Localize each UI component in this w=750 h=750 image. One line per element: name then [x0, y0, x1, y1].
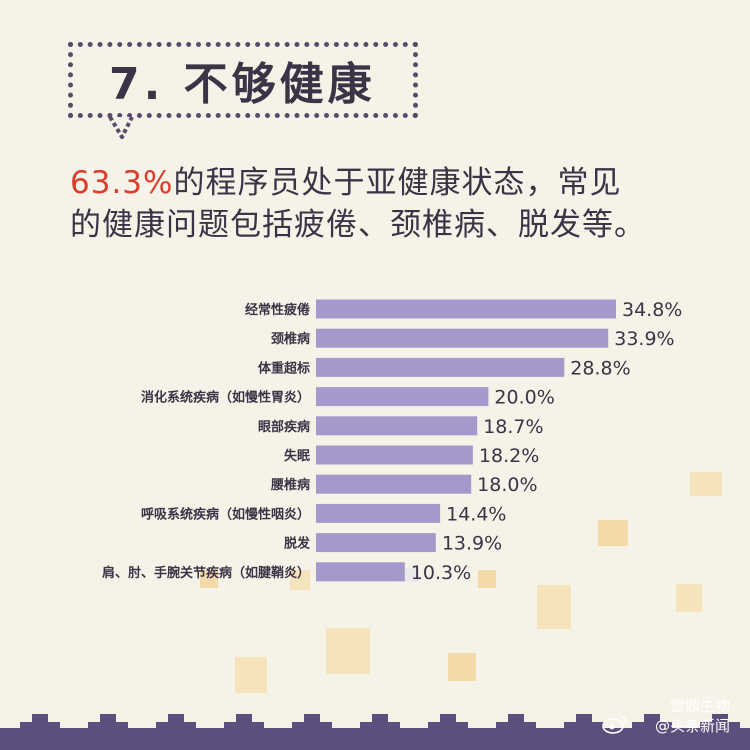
category-label: 呼吸系统疾病（如慢性咽炎） [141, 506, 310, 522]
footer-step [632, 722, 672, 730]
decor-square [478, 570, 496, 588]
value-label: 18.0% [477, 474, 537, 496]
bar [316, 474, 472, 494]
category-label: 眼部疾病 [258, 419, 310, 435]
footer-step [428, 722, 468, 730]
bar [316, 533, 436, 553]
category-label: 腰椎病 [270, 477, 310, 493]
section-title-box: 7. 不够健康 [68, 42, 418, 118]
decor-square [326, 628, 370, 674]
decor-square [690, 472, 722, 496]
value-label: 20.0% [494, 387, 554, 409]
health-issues-bar-chart: 经常性疲倦 34.8% 颈椎病 33.9% 体重超标 28.8% 消化系统疾病（如慢性胃炎）… [102, 299, 682, 584]
bar [316, 562, 405, 582]
category-label: 脱发 [284, 536, 311, 552]
footer-step [88, 722, 128, 730]
section-title-text: 不够健康 [183, 59, 376, 110]
bar [316, 387, 489, 407]
footer-pixel-border [0, 714, 750, 750]
value-label: 18.2% [479, 445, 539, 467]
section-number: 7. [109, 59, 165, 110]
footer-band [0, 728, 750, 750]
value-label: 14.4% [446, 503, 506, 525]
decor-square [448, 653, 476, 681]
decor-square [290, 570, 310, 590]
value-label: 34.8% [622, 299, 682, 321]
headline: 63.3%的程序员处于亚健康状态，常见 的健康问题包括疲倦、颈椎病、脱发等。 [70, 162, 710, 246]
footer-step [564, 722, 604, 730]
bar [316, 445, 473, 465]
value-label: 18.7% [483, 416, 543, 438]
footer-step [292, 722, 332, 730]
category-label: 消化系统疾病（如慢性胃炎） [141, 390, 310, 406]
footer-step [20, 722, 60, 730]
decor-square [598, 520, 628, 546]
category-label: 经常性疲倦 [245, 302, 310, 318]
bar [316, 299, 616, 319]
footer-step [496, 722, 536, 730]
decor-square [200, 570, 218, 588]
decor-square [537, 585, 571, 629]
footer-step [360, 722, 400, 730]
value-label: 10.3% [411, 562, 471, 584]
headline-highlight: 63.3% [70, 165, 174, 201]
footer-step [156, 722, 196, 730]
bar [316, 416, 478, 436]
headline-line-1: 63.3%的程序员处于亚健康状态，常见 [70, 162, 710, 204]
bar [316, 328, 609, 348]
value-label: 28.8% [570, 357, 630, 379]
category-label: 体重超标 [258, 360, 310, 376]
decor-square [676, 584, 702, 612]
bar [316, 503, 441, 523]
watermark-line-2: @头条新闻 [654, 717, 730, 735]
bar [316, 357, 565, 377]
watermark: 雪鼎生物 @头条新闻 [655, 696, 730, 736]
headline-line-1-rest: 的程序员处于亚健康状态，常见 [173, 165, 622, 201]
watermark-line-1: 雪鼎生物 [669, 697, 730, 715]
section-title: 7. 不够健康 [109, 48, 376, 112]
category-label: 颈椎病 [271, 331, 310, 347]
category-label: 失眠 [284, 448, 310, 464]
speech-tail-icon [108, 117, 134, 139]
weibo-icon [602, 716, 627, 734]
value-label: 33.9% [614, 328, 674, 350]
category-label: 肩、肘、手腕关节疾病（如腱鞘炎） [102, 565, 310, 581]
footer-step [224, 722, 264, 730]
decor-square [235, 657, 267, 693]
value-label: 13.9% [442, 533, 502, 555]
footer-step [700, 722, 740, 730]
headline-line-2: 的健康问题包括疲倦、颈椎病、脱发等。 [70, 207, 646, 243]
